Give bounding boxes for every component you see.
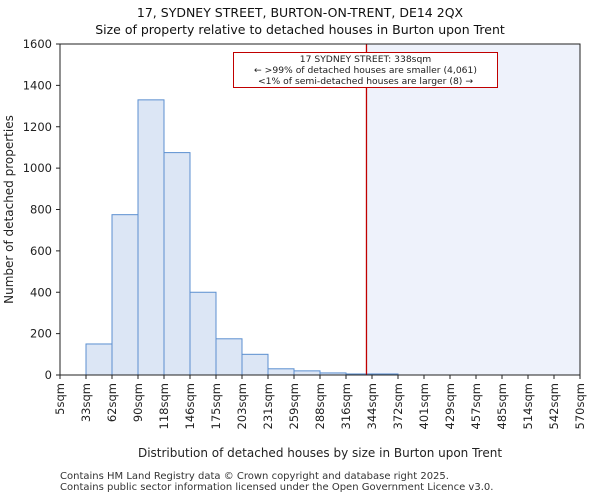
x-tick-label: 316sqm [339, 383, 353, 429]
histogram-bar [241, 353, 269, 376]
histogram-bar [293, 370, 321, 376]
annotation-line-3: <1% of semi-detached houses are larger (… [257, 76, 474, 87]
x-tick-label: 146sqm [183, 383, 197, 429]
y-tick-label: 1000 [23, 161, 52, 175]
y-tick-label: 400 [30, 285, 52, 299]
histogram-bar [189, 291, 217, 376]
y-tick-label: 600 [30, 244, 52, 258]
x-tick-label: 429sqm [443, 383, 457, 429]
property-annotation-box: 17 SYDNEY STREET: 338sqm ← >99% of detac… [233, 52, 498, 88]
histogram-bar [215, 338, 243, 376]
x-tick-label: 344sqm [365, 383, 379, 429]
x-tick-label: 485sqm [495, 383, 509, 429]
footer: Contains HM Land Registry data © Crown c… [60, 471, 493, 493]
x-tick-label: 570sqm [573, 383, 587, 429]
histogram-bar [267, 368, 295, 376]
y-tick-label: 1600 [23, 37, 52, 51]
x-tick-label: 62sqm [105, 383, 119, 422]
footer-line-1: Contains HM Land Registry data © Crown c… [60, 471, 449, 482]
x-tick-label: 288sqm [313, 383, 327, 429]
x-tick-label: 457sqm [469, 383, 483, 429]
x-tick-label: 175sqm [209, 383, 223, 429]
x-tick-label: 231sqm [261, 383, 275, 429]
x-tick-label: 401sqm [417, 383, 431, 429]
y-tick-label: 200 [30, 327, 52, 341]
chart-title-block: 17, SYDNEY STREET, BURTON-ON-TRENT, DE14… [0, 4, 600, 38]
histogram-bar [137, 99, 165, 376]
y-tick-label: 0 [45, 368, 52, 382]
x-tick-label: 203sqm [235, 383, 249, 429]
y-tick-label: 800 [30, 203, 52, 217]
histogram-bar [163, 152, 191, 376]
x-axis-label: Distribution of detached houses by size … [138, 446, 502, 460]
x-tick-label: 118sqm [157, 383, 171, 429]
histogram-bar [85, 343, 113, 376]
y-tick-label: 1400 [23, 78, 52, 92]
x-tick-label: 33sqm [79, 383, 93, 422]
chart-subtitle: Size of property relative to detached ho… [95, 22, 505, 37]
annotation-line-2: ← >99% of detached houses are smaller (4… [254, 65, 477, 76]
footer-line-2: Contains public sector information licen… [60, 482, 494, 493]
x-tick-label: 5sqm [53, 383, 67, 415]
x-tick-label: 514sqm [521, 383, 535, 429]
highlight-region [366, 44, 580, 375]
x-tick-label: 372sqm [391, 383, 405, 429]
x-tick-label: 259sqm [287, 383, 301, 429]
x-tick-label: 542sqm [547, 383, 561, 429]
annotation-line-1: 17 SYDNEY STREET: 338sqm [299, 54, 432, 65]
histogram-bar [111, 214, 139, 376]
chart-title: 17, SYDNEY STREET, BURTON-ON-TRENT, DE14… [136, 5, 464, 20]
y-tick-label: 1200 [23, 120, 52, 134]
y-axis-label: Number of detached properties [2, 115, 16, 304]
x-tick-label: 90sqm [131, 383, 145, 422]
